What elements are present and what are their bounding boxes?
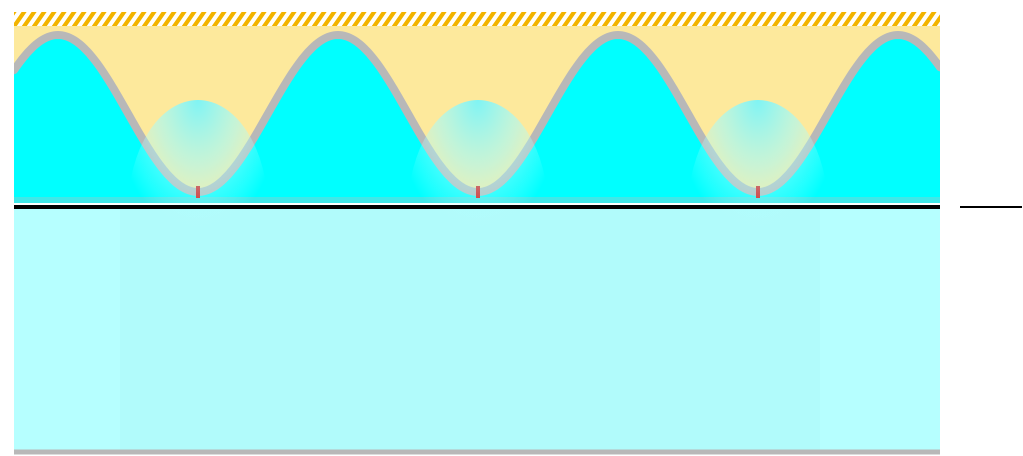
lower-glow: [408, 100, 548, 320]
simulation-view: [0, 0, 1023, 456]
lower-glow: [688, 100, 828, 320]
hatched-boundary: [14, 12, 940, 26]
page: (() => { const data = JSON.parse(documen…: [0, 0, 1023, 456]
lower-glow: [128, 100, 268, 320]
